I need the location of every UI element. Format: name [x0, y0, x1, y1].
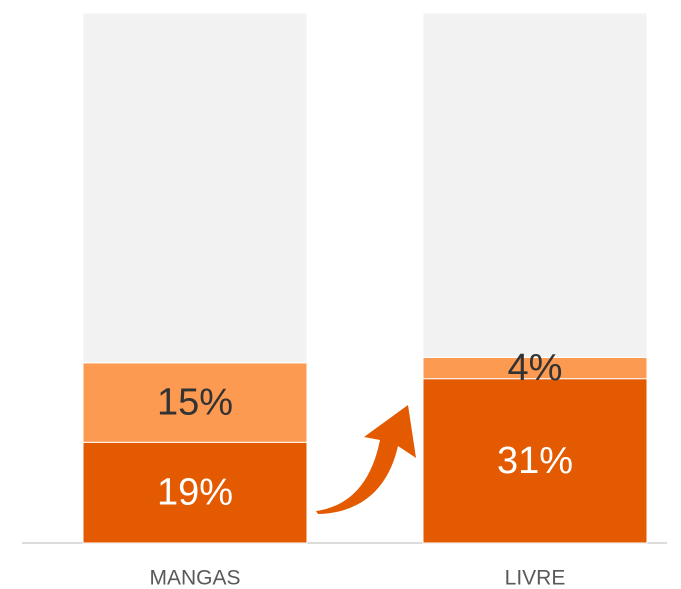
bar-segment — [82, 12, 308, 364]
bar-segment — [422, 378, 648, 544]
value-label: 15% — [157, 382, 233, 424]
x-tick-label: LIVRE — [505, 567, 566, 589]
bar-segment — [82, 441, 308, 544]
value-label: 4% — [508, 347, 563, 389]
x-tick-label: MANGAS — [149, 567, 240, 589]
value-label: 19% — [157, 472, 233, 514]
bar-segment — [82, 362, 308, 443]
value-label: 31% — [497, 440, 573, 482]
bar-segment — [422, 12, 648, 358]
arrow — [316, 405, 416, 514]
